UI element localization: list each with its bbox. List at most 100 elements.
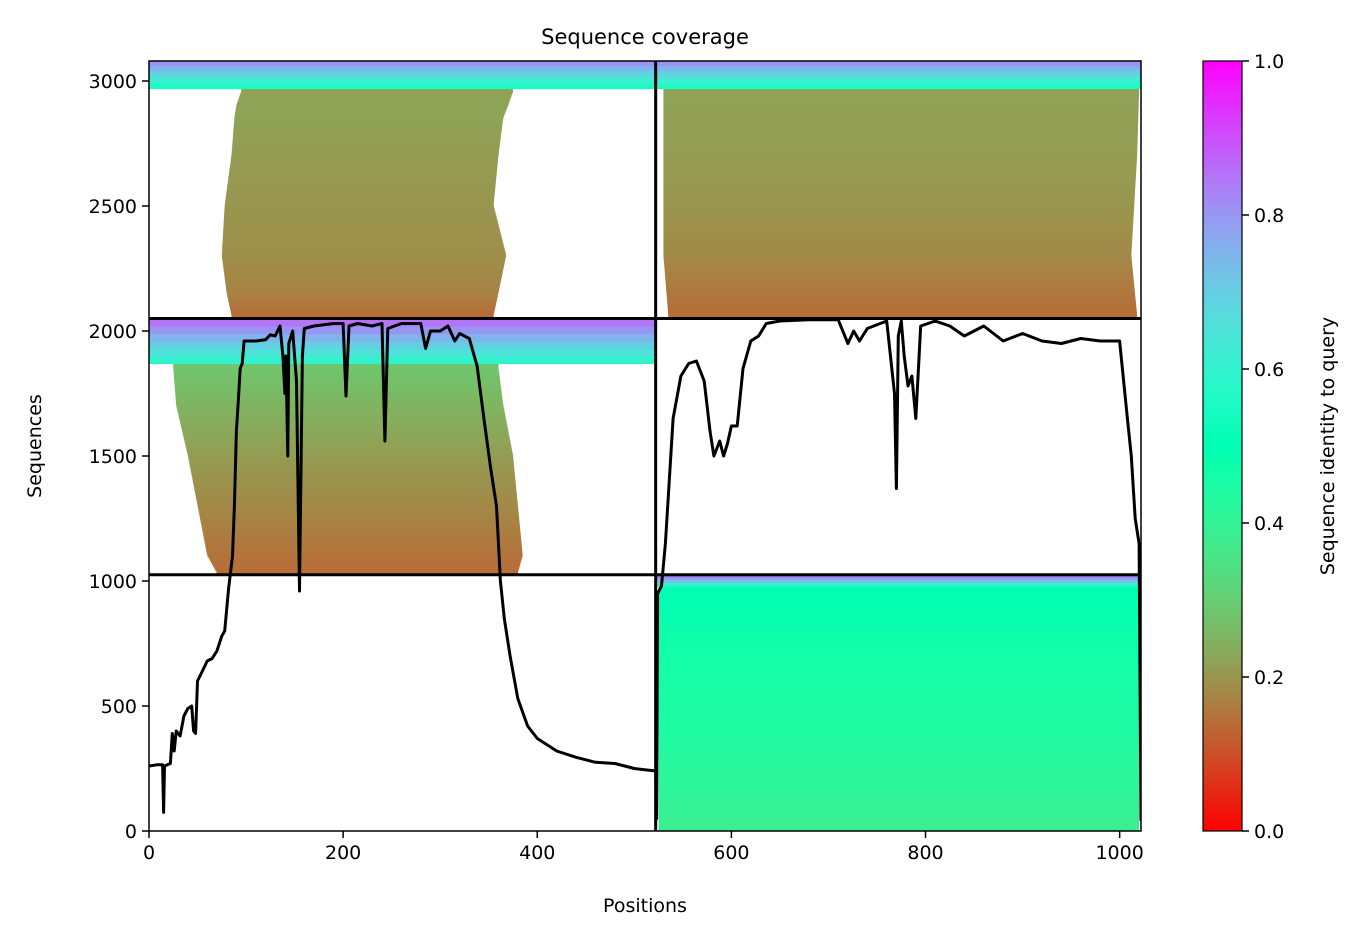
top-identity-band: [655, 65, 1141, 71]
coverage-band: [199, 512, 519, 516]
coverage-band: [224, 272, 503, 276]
coverage-band: [230, 158, 498, 162]
coverage-band: [663, 190, 1135, 194]
coverage-band: [180, 422, 507, 426]
coverage-band: [187, 450, 513, 454]
coverage-band: [658, 655, 1140, 658]
coverage-band: [663, 206, 1135, 210]
coverage-band: [229, 166, 498, 170]
coverage-band: [224, 212, 496, 216]
coverage-band: [668, 310, 1137, 314]
coverage-band: [176, 402, 504, 406]
coverage-band: [658, 747, 1140, 750]
coverage-band: [658, 743, 1140, 746]
coverage-band: [222, 236, 502, 240]
coverage-band: [658, 713, 1140, 716]
coverage-band: [232, 142, 500, 146]
coverage-band: [658, 751, 1140, 754]
coverage-band: [658, 711, 1140, 714]
coverage-band: [205, 544, 522, 548]
coverage-band: [226, 290, 499, 294]
coverage-band: [658, 643, 1140, 646]
colorbar-tick-label: 0.0: [1254, 821, 1284, 843]
coverage-band: [663, 94, 1139, 98]
coverage-band: [174, 376, 500, 380]
coverage-band: [229, 302, 497, 306]
coverage-band: [215, 568, 519, 572]
coverage-band: [663, 252, 1132, 256]
coverage-band: [227, 180, 496, 184]
coverage-band: [658, 691, 1140, 694]
coverage-band: [658, 621, 1140, 624]
coverage-band: [663, 182, 1136, 186]
coverage-band: [658, 661, 1140, 664]
coverage-band: [667, 306, 1137, 310]
coverage-band: [224, 208, 495, 212]
coverage-band: [658, 631, 1140, 634]
y-tick-label: 2000: [89, 321, 137, 343]
coverage-band: [223, 222, 499, 226]
x-tick-label: 1000: [1095, 842, 1143, 864]
coverage-band: [664, 268, 1133, 272]
coverage-band: [198, 508, 519, 512]
coverage-band: [231, 152, 499, 156]
coverage-band: [236, 102, 509, 106]
coverage-band: [230, 308, 495, 312]
coverage-band: [234, 116, 504, 120]
coverage-band: [209, 558, 522, 562]
coverage-band: [214, 566, 520, 570]
coverage-band: [226, 190, 495, 194]
coverage-band: [658, 699, 1140, 702]
coverage-band: [667, 300, 1136, 304]
coverage-band: [184, 438, 511, 442]
coverage-band: [658, 601, 1140, 604]
coverage-band: [229, 304, 496, 308]
top-identity-band: [655, 70, 1141, 76]
coverage-band: [663, 136, 1138, 140]
coverage-band: [223, 266, 504, 270]
coverage-band: [658, 629, 1140, 632]
coverage-band: [658, 735, 1140, 738]
coverage-band: [663, 244, 1132, 248]
coverage-band: [174, 386, 502, 390]
block-chain_1_block_b: [149, 318, 656, 576]
coverage-band: [185, 442, 511, 446]
coverage-band: [663, 104, 1139, 108]
coverage-band: [182, 430, 509, 434]
coverage-band: [240, 92, 513, 96]
coverage-band: [658, 586, 1140, 588]
coverage-band: [222, 248, 505, 252]
y-tick-label: 3000: [89, 71, 137, 93]
coverage-band: [663, 168, 1137, 172]
coverage-band: [228, 300, 497, 304]
coverage-band: [663, 254, 1132, 258]
coverage-band: [666, 288, 1135, 292]
coverage-band: [663, 230, 1133, 234]
coverage-band: [241, 88, 513, 92]
coverage-band: [185, 444, 512, 448]
coverage-band: [175, 400, 503, 404]
coverage-band: [658, 779, 1140, 782]
coverage-band: [658, 739, 1140, 742]
top-identity-band: [149, 356, 656, 365]
x-tick-label: 600: [713, 842, 749, 864]
y-tick-label: 1500: [89, 446, 137, 468]
coverage-band: [231, 150, 499, 154]
coverage-band: [193, 480, 516, 484]
coverage-band: [658, 785, 1140, 788]
coverage-band: [663, 128, 1138, 132]
coverage-band: [658, 723, 1140, 726]
coverage-band: [228, 178, 497, 182]
coverage-band: [658, 769, 1140, 772]
coverage-band: [189, 462, 514, 466]
coverage-band: [223, 270, 503, 274]
coverage-band: [658, 791, 1140, 794]
coverage-band: [663, 116, 1139, 120]
coverage-band: [658, 715, 1140, 718]
coverage-band: [663, 96, 1139, 100]
coverage-band: [658, 755, 1140, 758]
coverage-band: [196, 496, 518, 500]
coverage-band: [658, 615, 1140, 618]
coverage-band: [221, 252, 506, 256]
